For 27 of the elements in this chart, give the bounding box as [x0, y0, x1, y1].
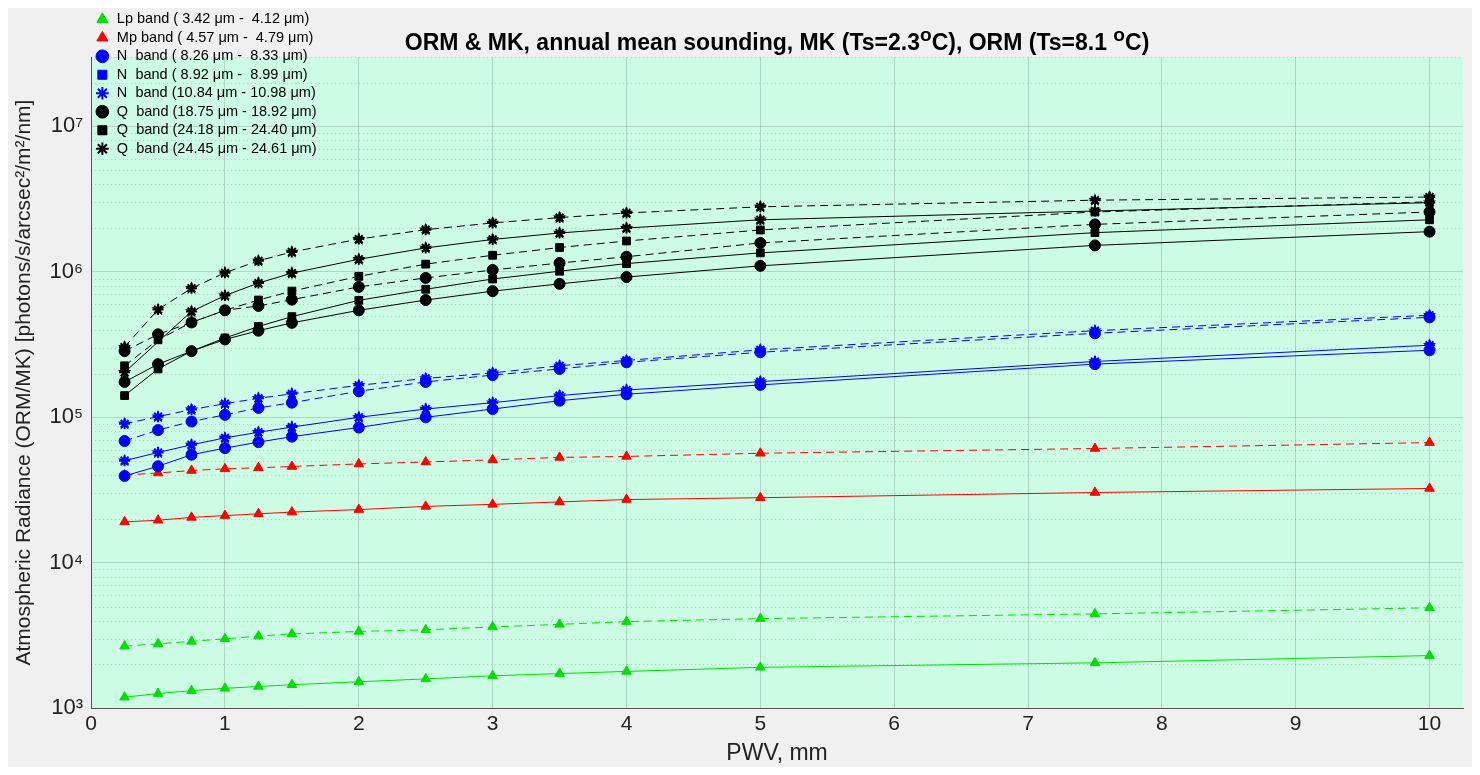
y-tick-label: 10⁷ — [50, 112, 84, 138]
legend-label: Q band (18.75 μm - 18.92 μm) — [116, 102, 317, 119]
legend-label: N band ( 8.26 μm - 8.33 μm) — [116, 47, 308, 64]
y-axis-title: Atmospheric Radiance (ORM/MK) [photons/s/arcsec²/m²/nm] — [11, 99, 35, 666]
y-tick-label: 10⁵ — [49, 403, 84, 429]
x-tick-label: 3 — [486, 710, 499, 734]
legend-label: N band ( 8.92 μm - 8.99 μm) — [116, 65, 308, 82]
x-tick-label: 6 — [888, 710, 901, 734]
x-tick-label: 8 — [1156, 710, 1168, 734]
x-tick-label: 7 — [1022, 710, 1034, 734]
x-axis-title: PWV, mm — [726, 738, 828, 765]
chart-title: ORM & MK, annual mean sounding, MK (Ts=2.3$^{o}$C), ORM (Ts=8.1 $^{o}$C) — [404, 24, 1150, 55]
legend-label: Q band (24.45 μm - 24.61 μm) — [116, 139, 317, 156]
y-tick-label: 10⁴ — [49, 548, 84, 574]
legend-label: Mp band ( 4.57 μm - 4.79 μm) — [116, 28, 314, 45]
legend-label: Lp band ( 3.42 μm - 4.12 μm) — [116, 10, 310, 27]
x-tick-label: 9 — [1289, 710, 1302, 734]
y-tick-label: 10³ — [51, 694, 84, 720]
x-tick-label: 4 — [620, 710, 633, 734]
legend-label: Q band (24.18 μm - 24.40 μm) — [116, 121, 317, 138]
legend-label: N band (10.84 μm - 10.98 μm) — [116, 84, 316, 101]
x-tick-label: 0 — [85, 710, 97, 734]
y-tick-label: 10⁶ — [49, 257, 84, 283]
x-tick-label: 1 — [219, 710, 231, 734]
x-tick-label: 2 — [352, 710, 365, 734]
x-tick-label: 5 — [754, 710, 767, 734]
x-tick-label: 10 — [1417, 710, 1442, 734]
